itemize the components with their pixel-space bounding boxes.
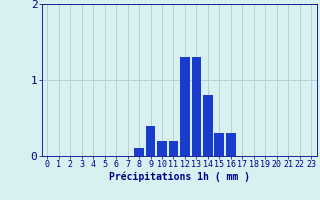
Bar <box>134 148 144 156</box>
Bar <box>146 126 156 156</box>
Bar <box>203 95 213 156</box>
X-axis label: Précipitations 1h ( mm ): Précipitations 1h ( mm ) <box>109 172 250 182</box>
Bar <box>226 133 236 156</box>
Bar <box>214 133 224 156</box>
Bar <box>157 141 167 156</box>
Bar <box>192 57 201 156</box>
Bar <box>180 57 190 156</box>
Bar <box>169 141 178 156</box>
